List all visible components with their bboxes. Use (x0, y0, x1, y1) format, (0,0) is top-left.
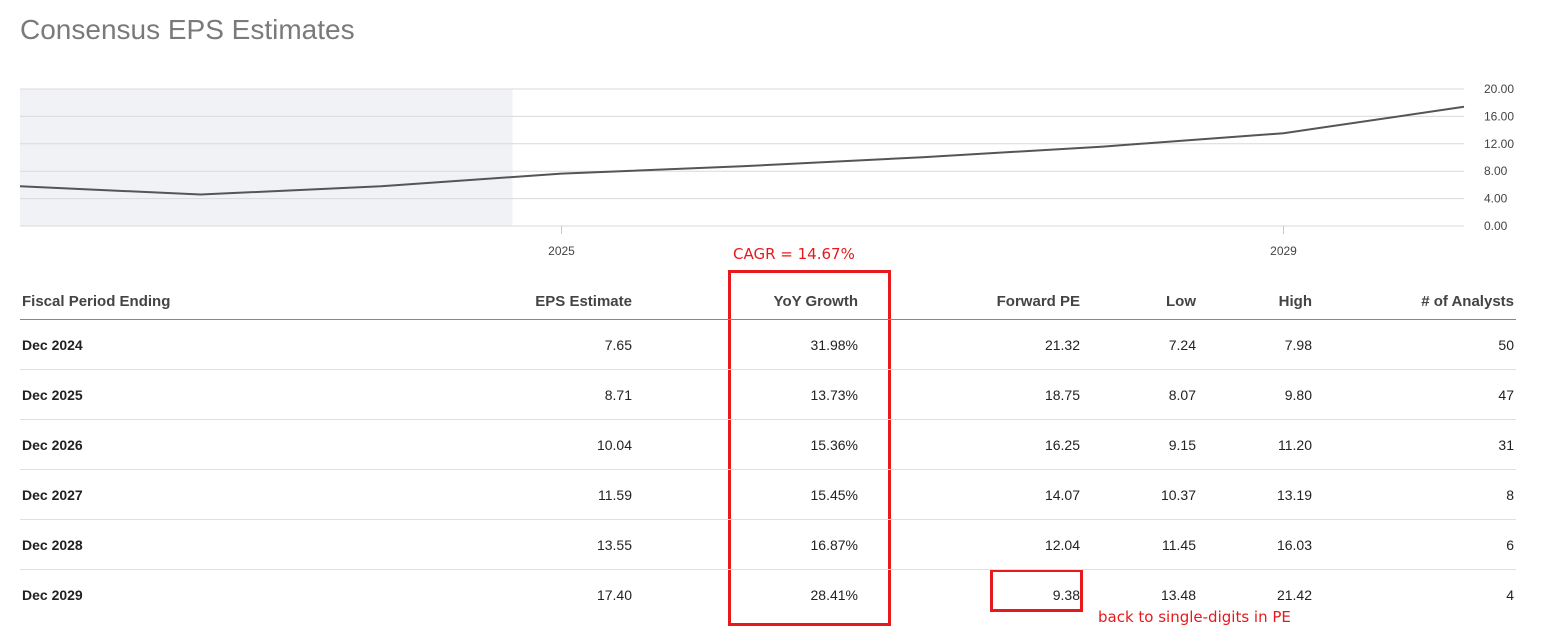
eps-series-line (19, 105, 1465, 196)
x-tick-label: 2029 (1270, 244, 1297, 258)
pe-annotation: back to single-digits in PE (1098, 608, 1291, 626)
table-row: Dec 2028 13.55 16.87% 12.04 11.45 16.03 … (20, 519, 1516, 570)
cell-high: 11.20 (1198, 419, 1314, 470)
cell-eps: 17.40 (596, 586, 632, 603)
cell-analysts: 31 (1314, 419, 1516, 470)
cell-analysts: 6 (1314, 519, 1516, 570)
header-yoy-growth[interactable]: YoY Growth (634, 284, 860, 320)
y-tick-label: 12.00 (1484, 137, 1514, 151)
header-low[interactable]: Low (1082, 284, 1198, 320)
cell-eps: 13.55 (444, 519, 634, 570)
cell-yoy: 28.41% (810, 586, 858, 603)
cell-yoy: 15.45% (634, 469, 860, 520)
cell-analysts: 4 (1506, 586, 1514, 603)
pe-highlight-box (990, 569, 1083, 612)
cell-period: Dec 2029 (22, 586, 83, 603)
cell-period: Dec 2026 (20, 419, 444, 470)
cell-pe: 18.75 (860, 369, 1082, 420)
cell-eps: 10.04 (444, 419, 634, 470)
cell-low: 7.24 (1082, 319, 1198, 370)
cell-period: Dec 2024 (20, 319, 444, 370)
cell-period: Dec 2028 (20, 519, 444, 570)
cell-period: Dec 2025 (20, 369, 444, 420)
cell-yoy: 16.87% (634, 519, 860, 570)
table-row: Dec 2027 11.59 15.45% 14.07 10.37 13.19 … (20, 469, 1516, 520)
cell-high: 13.19 (1198, 469, 1314, 520)
cell-low: 11.45 (1082, 519, 1198, 570)
cell-yoy: 31.98% (634, 319, 860, 370)
cell-pe: 16.25 (860, 419, 1082, 470)
header-analysts[interactable]: # of Analysts (1314, 284, 1516, 320)
cell-pe: 21.32 (860, 319, 1082, 370)
y-tick-label: 0.00 (1484, 219, 1508, 233)
cell-analysts: 8 (1314, 469, 1516, 520)
cell-high: 7.98 (1198, 319, 1314, 370)
table-row: Dec 2025 8.71 13.73% 18.75 8.07 9.80 47 (20, 369, 1516, 420)
cell-low: 8.07 (1082, 369, 1198, 420)
cell-pe: 9.38 (1052, 586, 1080, 603)
cell-eps: 11.59 (444, 469, 634, 520)
cell-analysts: 47 (1314, 369, 1516, 420)
cell-eps: 8.71 (444, 369, 634, 420)
table-header-row: Fiscal Period Ending EPS Estimate YoY Gr… (20, 284, 1516, 320)
cell-pe: 12.04 (860, 519, 1082, 570)
cell-yoy: 15.36% (634, 419, 860, 470)
cagr-annotation: CAGR = 14.67% (733, 245, 855, 263)
cell-high: 21.42 (1276, 586, 1312, 603)
y-tick-label: 20.00 (1484, 82, 1514, 96)
eps-line-chart: 0.00 4.00 8.00 12.00 16.00 20.00 2025 2029 (19, 82, 1514, 258)
header-high[interactable]: High (1198, 284, 1314, 320)
cell-period: Dec 2027 (20, 469, 444, 520)
y-tick-label: 16.00 (1484, 109, 1514, 123)
cell-high: 16.03 (1198, 519, 1314, 570)
cell-low: 9.15 (1082, 419, 1198, 470)
page-title: Consensus EPS Estimates (20, 14, 355, 45)
y-tick-label: 4.00 (1484, 192, 1508, 206)
cell-analysts: 50 (1314, 319, 1516, 370)
cell-low: 13.48 (1160, 586, 1196, 603)
cell-yoy: 13.73% (634, 369, 860, 420)
table-row: Dec 2029 17.40 28.41% 9.38 13.48 21.42 4 (20, 570, 1516, 620)
table-row: Dec 2024 7.65 31.98% 21.32 7.24 7.98 50 (20, 319, 1516, 370)
historical-shade (20, 89, 513, 226)
cell-high: 9.80 (1198, 369, 1314, 420)
cell-eps: 7.65 (444, 319, 634, 370)
y-tick-label: 8.00 (1484, 164, 1508, 178)
header-eps-estimate[interactable]: EPS Estimate (444, 284, 634, 320)
x-tick-label: 2025 (548, 244, 575, 258)
eps-estimates-table: Fiscal Period Ending EPS Estimate YoY Gr… (20, 284, 1516, 619)
cell-pe: 14.07 (860, 469, 1082, 520)
header-forward-pe[interactable]: Forward PE (860, 284, 1082, 320)
header-period[interactable]: Fiscal Period Ending (20, 284, 444, 320)
cell-low: 10.37 (1082, 469, 1198, 520)
table-row: Dec 2026 10.04 15.36% 16.25 9.15 11.20 3… (20, 419, 1516, 470)
